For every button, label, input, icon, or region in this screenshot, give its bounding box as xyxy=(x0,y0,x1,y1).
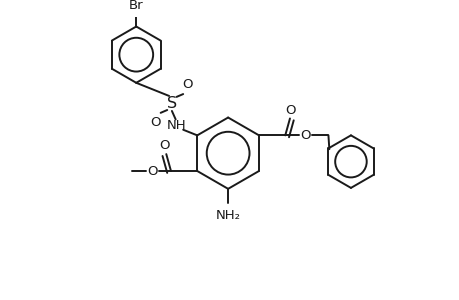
Text: NH₂: NH₂ xyxy=(215,208,240,222)
Text: Br: Br xyxy=(129,0,143,12)
Text: O: O xyxy=(151,116,161,129)
Text: S: S xyxy=(167,96,177,111)
Text: O: O xyxy=(285,103,296,116)
Text: NH: NH xyxy=(167,119,186,133)
Text: O: O xyxy=(300,129,310,142)
Text: O: O xyxy=(146,164,157,178)
Text: O: O xyxy=(159,139,169,152)
Text: O: O xyxy=(182,78,193,91)
